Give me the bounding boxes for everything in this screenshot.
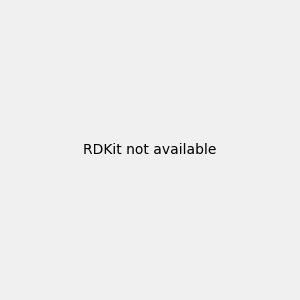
Text: RDKit not available: RDKit not available (83, 143, 217, 157)
